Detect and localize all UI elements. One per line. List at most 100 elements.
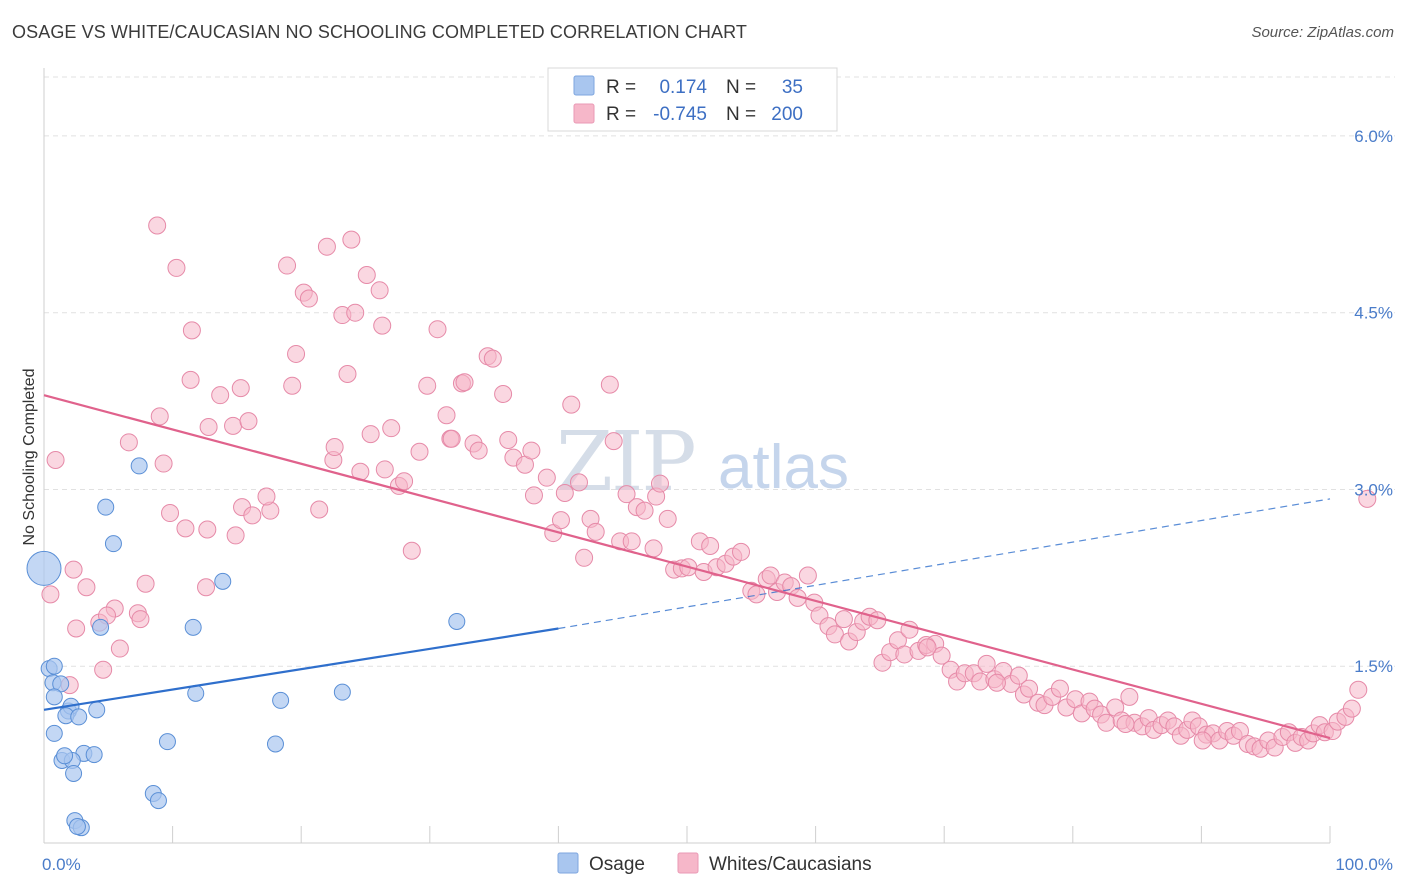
- osage-trend-extension: [558, 498, 1331, 630]
- white-point: [226, 526, 245, 545]
- osage-point: [92, 618, 110, 636]
- white-point: [154, 454, 173, 473]
- white-point: [197, 578, 216, 597]
- white-point: [67, 619, 86, 638]
- legend-swatch-white: [573, 103, 595, 124]
- white-point: [110, 639, 129, 658]
- white-point: [987, 673, 1006, 692]
- osage-point: [45, 688, 63, 706]
- white-point: [1342, 699, 1361, 718]
- white-point: [732, 542, 751, 561]
- white-point: [469, 441, 488, 460]
- white-point: [650, 474, 669, 493]
- grid: [44, 76, 1395, 667]
- white-point: [1120, 687, 1139, 706]
- white-point: [701, 537, 720, 556]
- legend-n-label-osage: N =: [726, 77, 756, 98]
- osage-trend-line: [43, 627, 559, 711]
- white-point: [257, 487, 276, 506]
- white-point: [834, 610, 853, 629]
- legend-r-value-white: -0.745: [653, 104, 707, 125]
- osage-point: [130, 457, 148, 475]
- white-point: [64, 560, 83, 579]
- white-trend-line: [43, 394, 1331, 740]
- white-point: [373, 316, 392, 335]
- chart-title: OSAGE VS WHITE/CAUCASIAN NO SCHOOLING CO…: [12, 22, 747, 42]
- white-point: [346, 303, 365, 322]
- white-point: [46, 451, 65, 469]
- white-point: [211, 386, 230, 405]
- white-point: [395, 472, 414, 491]
- axes: [43, 68, 1331, 844]
- white-point: [94, 660, 113, 679]
- white-point: [604, 432, 623, 451]
- white-point: [161, 504, 180, 523]
- bottom-legend: Osage Whites/Caucasians: [557, 852, 872, 875]
- white-point: [243, 506, 262, 525]
- white-point: [224, 416, 243, 435]
- legend-swatch-osage: [573, 75, 595, 96]
- y-tick-label: 3.0%: [1354, 480, 1393, 499]
- white-point: [494, 385, 513, 404]
- osage-point: [88, 701, 106, 719]
- bottom-legend-label-osage: Osage: [589, 854, 645, 875]
- chart-source: Source: ZipAtlas.com: [1251, 24, 1394, 41]
- white-point: [658, 509, 677, 528]
- y-axis-label: No Schooling Completed: [21, 369, 38, 546]
- legend-box: [547, 67, 838, 132]
- osage-point: [97, 498, 115, 516]
- x-tick-label: 100.0%: [1335, 855, 1393, 874]
- osage-point: [85, 746, 103, 764]
- white-point: [932, 646, 951, 665]
- white-point: [483, 349, 502, 368]
- white-point: [575, 548, 594, 567]
- osage-point: [70, 708, 88, 726]
- white-point: [1358, 489, 1377, 508]
- white-point: [977, 654, 996, 673]
- white-point: [442, 429, 461, 448]
- white-point: [77, 578, 96, 597]
- white-point: [181, 370, 200, 389]
- white-point: [410, 442, 429, 461]
- x-tick-label: 0.0%: [42, 855, 81, 874]
- white-point: [317, 237, 336, 256]
- white-point: [1097, 713, 1116, 732]
- watermark-atlas: atlas: [718, 433, 849, 502]
- white-point: [370, 281, 389, 300]
- white-point: [325, 438, 344, 457]
- white-point: [402, 541, 421, 560]
- bottom-legend-swatch-white: [677, 852, 699, 874]
- osage-point: [333, 683, 351, 701]
- white-point: [761, 566, 780, 585]
- white-point: [299, 289, 318, 308]
- white-point: [1349, 680, 1368, 699]
- bottom-legend-label-white: Whites/Caucasians: [709, 854, 872, 875]
- white-point: [357, 265, 376, 284]
- osage-point: [104, 535, 122, 553]
- white-point: [41, 585, 60, 604]
- osage-point: [149, 792, 167, 810]
- white-point: [1050, 679, 1069, 698]
- osage-point: [158, 733, 176, 751]
- white-point: [1009, 666, 1028, 685]
- white-point: [524, 486, 543, 505]
- y-tick-labels: 1.5% 3.0% 4.5% 6.0%: [1354, 127, 1393, 676]
- white-point: [499, 430, 518, 449]
- white-point: [1020, 679, 1039, 698]
- white-point: [455, 373, 474, 392]
- osage-point: [68, 818, 86, 836]
- white-point: [918, 638, 937, 657]
- white-point: [1116, 714, 1135, 733]
- osage-point: [266, 735, 284, 753]
- osage-point: [272, 691, 290, 709]
- legend-n-label-white: N =: [726, 104, 756, 125]
- white-point: [283, 376, 302, 395]
- white-point: [239, 412, 258, 431]
- white-point: [635, 501, 654, 520]
- white-point: [199, 418, 218, 437]
- white-point: [437, 406, 456, 425]
- white-point: [1193, 731, 1212, 750]
- y-tick-label: 1.5%: [1354, 657, 1393, 676]
- white-point: [622, 532, 641, 551]
- white-point: [361, 425, 380, 444]
